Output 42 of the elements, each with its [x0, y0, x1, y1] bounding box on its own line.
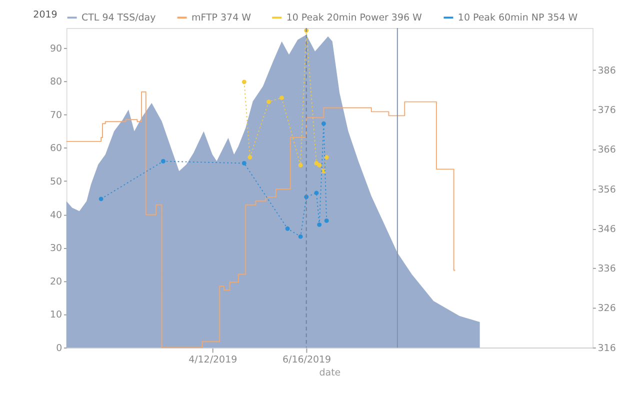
point	[266, 100, 271, 104]
point	[285, 226, 290, 231]
legend-label: 10 Peak 20min Power 396 W	[286, 12, 423, 24]
y2-tick-label: 326	[598, 303, 616, 314]
y-tick-label: 60	[50, 143, 62, 154]
y-tick-label: 50	[50, 176, 62, 188]
y2-tick-label: 346	[598, 224, 616, 235]
point	[317, 222, 322, 227]
point	[298, 162, 303, 168]
point	[321, 121, 326, 126]
y-tick-label: 0	[56, 342, 62, 354]
point	[324, 155, 329, 160]
y-tick-label: 20	[50, 276, 62, 288]
point	[280, 96, 284, 100]
y-tick-label: 70	[50, 110, 62, 121]
x-tick-label: 4/12/2019	[188, 354, 238, 366]
point	[298, 234, 303, 239]
y2-tick-label: 366	[598, 144, 616, 156]
point	[317, 162, 322, 168]
y2-tick-label: 336	[598, 264, 616, 275]
point	[242, 161, 246, 166]
text: 2019	[33, 10, 58, 21]
point	[324, 218, 329, 223]
point	[242, 80, 246, 84]
y-tick-label: 10	[50, 310, 62, 321]
y-tick-label: 40	[50, 210, 62, 221]
x-tick-label: 6/16/2019	[282, 354, 332, 366]
x-axis-title: date	[319, 368, 341, 379]
point	[248, 155, 252, 160]
y-tick-label: 90	[50, 43, 62, 54]
point	[98, 196, 104, 202]
y2-tick-label: 356	[598, 184, 616, 196]
y2-tick-label: 386	[598, 65, 616, 76]
point	[160, 159, 166, 164]
y2-tick-label: 376	[598, 105, 616, 116]
y-tick-label: 30	[50, 243, 62, 254]
legend-label: CTL 94 TSS/day	[82, 12, 156, 24]
legend-label: mFTP 374 W	[192, 12, 252, 24]
point	[314, 190, 319, 196]
y-tick-label: 80	[50, 76, 62, 88]
legend-label: 10 Peak 60min NP 354 W	[458, 12, 578, 24]
y2-tick-label: 316	[598, 342, 616, 354]
